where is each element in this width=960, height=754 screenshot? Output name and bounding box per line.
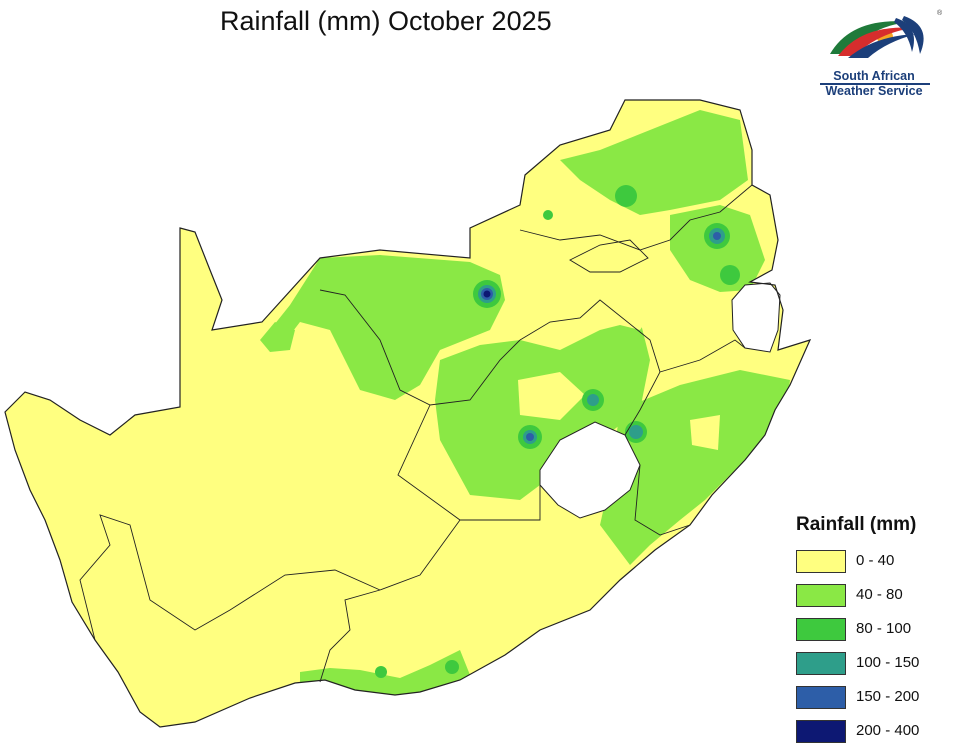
legend-label: 200 - 400 <box>856 722 920 739</box>
legend-title: Rainfall (mm) <box>796 514 917 535</box>
legend-item: 200 - 400 <box>796 720 956 754</box>
zone-0-40-pocket-3 <box>690 415 720 450</box>
zone-40-80-east <box>600 370 790 565</box>
map-title: Rainfall (mm) October 2025 <box>220 6 552 36</box>
lesotho-no-data <box>539 421 641 519</box>
zone-100-150-spot-4 <box>629 425 643 439</box>
legend: Rainfall (mm) 0 - 40 40 - 80 80 - 100 100 -… <box>796 514 956 754</box>
legend-item: 150 - 200 <box>796 686 956 720</box>
zone-0-40-pocket-1 <box>518 372 585 420</box>
legend-item: 40 - 80 <box>796 584 956 618</box>
zone-200-400-spot-1 <box>483 290 491 298</box>
boundary-north-west-limpopo <box>519 184 753 251</box>
zone-80-100-spot-9 <box>445 660 459 674</box>
zone-40-80-north-west <box>262 255 505 400</box>
boundary-mpumalanga-kzn <box>659 339 746 373</box>
boundary-free-state-east <box>519 299 661 436</box>
eswatini-no-data <box>731 282 781 353</box>
legend-swatch <box>796 550 846 573</box>
zone-40-80-west <box>260 322 295 352</box>
legend-swatch <box>796 686 846 709</box>
legend-label: 40 - 80 <box>856 586 903 603</box>
boundary-eastern-cape-western-cape <box>319 519 461 683</box>
boundary-northern-cape-north-west <box>319 289 521 406</box>
provincial-boundaries <box>79 184 753 683</box>
zone-150-200-spot-3 <box>526 433 534 441</box>
logo-text-line2: Weather Service <box>825 84 923 98</box>
legend-items: 0 - 40 40 - 80 80 - 100 100 - 150 150 - 200 2… <box>796 550 956 754</box>
legend-label: 100 - 150 <box>856 654 920 671</box>
legend-label: 0 - 40 <box>856 552 895 569</box>
legend-swatch <box>796 652 846 675</box>
zone-80-100-spot-7 <box>720 265 740 285</box>
saws-emblem-icon <box>830 16 924 58</box>
saws-logo: ® South African Weather Service <box>812 10 943 102</box>
legend-label: 80 - 100 <box>856 620 912 637</box>
zone-100-150-spot-5 <box>587 394 599 406</box>
rainfall-zones <box>260 110 790 698</box>
legend-item: 80 - 100 <box>796 618 956 652</box>
zone-0-40-pocket-2 <box>585 260 660 330</box>
zone-150-200-spot-2 <box>713 232 721 240</box>
zone-80-100-spot-8 <box>543 210 553 220</box>
zone-80-100-spot-6 <box>615 185 637 207</box>
logo-text-line1: South African <box>833 69 915 83</box>
logo-divider <box>820 83 930 85</box>
boundary-gauteng <box>569 239 649 273</box>
boundary-northern-cape-western-cape <box>79 514 381 641</box>
legend-item: 100 - 150 <box>796 652 956 686</box>
zone-80-100-spot-10 <box>375 666 387 678</box>
legend-item: 0 - 40 <box>796 550 956 584</box>
zone-40-80-limpopo <box>560 110 748 215</box>
legend-swatch <box>796 720 846 743</box>
boundary-kzn-eastern-cape <box>634 464 691 536</box>
registered-mark: ® <box>937 10 943 17</box>
legend-swatch <box>796 618 846 641</box>
legend-swatch <box>796 584 846 607</box>
legend-label: 150 - 200 <box>856 688 920 705</box>
